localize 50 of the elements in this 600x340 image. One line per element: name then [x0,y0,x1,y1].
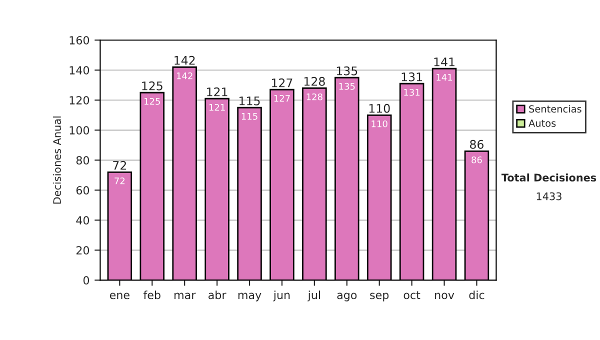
total-label: 110 [369,104,390,113]
total-label: 72 [113,160,126,170]
data-label: 115 [242,113,258,120]
y-tick-label: 80 [76,156,90,165]
x-tick-label: sep [370,292,389,302]
total-label: 135 [336,66,358,76]
total-label: 86 [470,140,484,149]
x-tick-label: nov [435,292,454,300]
x-tick-label: dic [469,290,484,300]
y-tick-label: 60 [76,186,90,195]
x-tick-label: may [238,292,262,302]
legend-label: Autos [528,120,556,127]
total-label: 128 [304,76,325,86]
y-tick-label: 160 [70,36,90,44]
total-label: 125 [142,81,162,90]
total-label: 115 [240,96,260,106]
data-label: 131 [404,88,420,96]
y-tick-label: 100 [70,126,90,135]
data-label: 135 [339,82,355,90]
y-tick-label: 40 [76,216,90,225]
legend-label: Sentencias [529,105,582,113]
y-axis-title: Decisiones Anual [52,116,61,204]
x-tick-label: jul [308,290,320,302]
data-label: 141 [436,74,452,81]
x-tick-label: ago [337,292,357,302]
y-tick-label: 0 [83,276,90,285]
total-label: 121 [207,87,228,96]
data-label: 121 [209,104,225,111]
text: 1433 [536,192,562,200]
y-tick-label: 120 [70,96,90,105]
total-label: 141 [434,58,454,66]
data-label: 72 [114,177,125,184]
y-tick-label: 140 [70,66,90,75]
x-tick-label: oct [404,291,420,300]
data-label: 127 [274,94,290,102]
total-label: 127 [272,78,292,88]
data-label: 125 [144,98,160,105]
data-label: 142 [176,72,192,80]
x-tick-label: feb [143,290,160,300]
text: Total Decisiones [501,173,596,182]
y-tick-label: 20 [76,246,90,255]
data-label: 128 [306,93,322,100]
data-label: 110 [372,120,388,128]
total-label: 131 [402,72,422,82]
x-tick-label: mar [174,292,196,300]
x-tick-label: ene [110,292,130,300]
data-label: 86 [472,156,482,164]
x-tick-label: abr [208,290,226,300]
total-label: 142 [174,56,195,65]
x-tick-label: jun [273,290,290,302]
